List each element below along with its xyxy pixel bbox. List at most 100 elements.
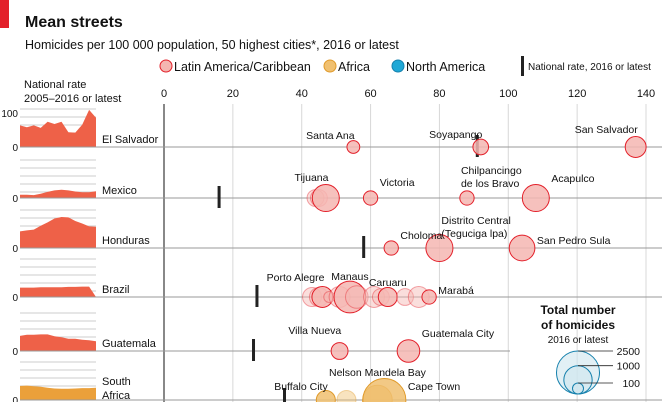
- city-label: (Teguciga lpa): [441, 228, 507, 240]
- chart-subtitle: Homicides per 100 000 population, 50 hig…: [25, 38, 399, 52]
- country-label: Brazil: [102, 284, 130, 296]
- city-bubble: [336, 390, 357, 402]
- city-label: Cape Town: [408, 381, 461, 393]
- national-rate-sparkline: [20, 385, 96, 400]
- city-bubble: [396, 339, 421, 363]
- national-rate-sparkline: [20, 109, 96, 147]
- country-label: Honduras: [102, 235, 150, 247]
- spark-zero-tick: 0: [12, 396, 18, 402]
- x-tick-label: 80: [433, 88, 445, 100]
- spark-zero-tick: 0: [12, 194, 18, 205]
- city-bubble: [377, 287, 398, 307]
- city-label: Distrito Central: [441, 215, 510, 227]
- city-bubble: [311, 184, 340, 212]
- left-panel-title: National rate: [24, 79, 86, 91]
- national-rate-sparkline: [20, 217, 96, 248]
- legend-swatch: [323, 59, 337, 73]
- city-bubble: [333, 280, 367, 314]
- legend-swatch: [391, 59, 405, 73]
- size-key-subtitle: 2016 or latest: [548, 335, 609, 346]
- national-rate-sparkline: [20, 334, 96, 351]
- city-label: Villa Nueva: [288, 325, 341, 337]
- size-key-circle: [572, 382, 584, 395]
- national-rate-sparkline: [20, 189, 96, 198]
- national-rate-marker: [283, 388, 286, 402]
- city-bubble: [345, 285, 369, 309]
- spark-top-tick: 100: [1, 109, 18, 120]
- city-bubble: [508, 234, 536, 262]
- city-label: Porto Alegre: [267, 272, 325, 284]
- country-label: Africa: [102, 390, 131, 402]
- left-panel-subtitle: 2005–2016 or latest: [24, 93, 121, 105]
- legend-national-marker: [521, 56, 524, 76]
- size-key-value: 2500: [617, 346, 641, 358]
- size-key-value: 100: [622, 378, 640, 390]
- x-tick-label: 40: [296, 88, 308, 100]
- spark-zero-tick: 0: [12, 347, 18, 358]
- country-label: South: [102, 376, 131, 388]
- city-label: Choloma: [400, 230, 442, 242]
- city-label: Caruaru: [369, 277, 407, 289]
- city-bubble: [425, 234, 454, 262]
- size-key: Total number of homicides 2016 or latest…: [540, 303, 641, 395]
- country-row: 0 Brazil Porto Alegre Manaus Caruaru Marabá: [12, 258, 662, 314]
- city-label: Guatemala City: [422, 328, 495, 340]
- city-bubble: [421, 289, 437, 305]
- size-key-value: 1000: [617, 361, 641, 373]
- city-bubble: [362, 190, 379, 206]
- city-label: Marabá: [438, 285, 474, 297]
- city-label: Manaus: [331, 271, 368, 283]
- brand-bar: [0, 0, 9, 28]
- city-label: Tijuana: [294, 172, 328, 184]
- x-tick-label: 0: [161, 88, 167, 100]
- city-bubble: [624, 136, 647, 158]
- size-key-title-1: Total number: [540, 303, 615, 317]
- city-bubble: [396, 288, 414, 306]
- x-tick-label: 20: [227, 88, 239, 100]
- city-label: Santa Ana: [306, 130, 355, 142]
- country-label: Mexico: [102, 185, 137, 197]
- legend-label: Africa: [338, 60, 370, 74]
- city-label: Nelson Mandela Bay: [329, 367, 427, 379]
- city-label: de los Bravo: [461, 178, 520, 190]
- national-rate-marker: [362, 236, 366, 258]
- chart-title: Mean streets: [25, 14, 123, 31]
- country-label: El Salvador: [102, 134, 159, 146]
- legend: Latin America/Caribbean Africa North Ameri…: [159, 56, 651, 76]
- city-label: Buffalo City: [274, 381, 328, 393]
- size-key-title-2: of homicides: [541, 318, 615, 332]
- country-label: Guatemala: [102, 338, 157, 350]
- city-bubble: [315, 390, 336, 402]
- x-tick-label: 100: [499, 88, 517, 100]
- spark-zero-tick: 0: [12, 143, 18, 154]
- spark-zero-tick: 0: [12, 293, 18, 304]
- spark-zero-tick: 0: [12, 244, 18, 255]
- country-row: 0 Guatemala Villa Nueva Guatemala City: [12, 312, 510, 363]
- city-bubble: [383, 240, 399, 256]
- national-rate-sparkline: [20, 286, 96, 297]
- x-tick-label: 120: [568, 88, 586, 100]
- city-bubble: [311, 286, 334, 308]
- city-bubble: [330, 342, 349, 360]
- legend-label: Latin America/Caribbean: [174, 60, 311, 74]
- city-bubble: [362, 378, 407, 402]
- legend-label: North America: [406, 60, 485, 74]
- national-rate-marker: [255, 285, 259, 307]
- rows: 0 100 El Salvador Santa Ana Soyapango San Sal…: [1, 108, 662, 402]
- legend-label: National rate, 2016 or latest: [528, 62, 651, 73]
- national-rate-marker: [217, 186, 221, 208]
- country-row: 0 Honduras Choloma Distrito Central(Tegucig…: [12, 209, 662, 262]
- city-label: Chilpancingo: [461, 165, 522, 177]
- national-rate-marker: [252, 339, 256, 361]
- city-bubble: [346, 140, 361, 154]
- city-label: Victoria: [380, 177, 415, 189]
- city-bubble: [459, 190, 475, 206]
- x-tick-label: 140: [637, 88, 655, 100]
- city-label: Soyapango: [429, 129, 482, 141]
- x-tick-label: 60: [364, 88, 376, 100]
- city-label: San Pedro Sula: [537, 235, 611, 247]
- city-label: Acapulco: [551, 173, 594, 185]
